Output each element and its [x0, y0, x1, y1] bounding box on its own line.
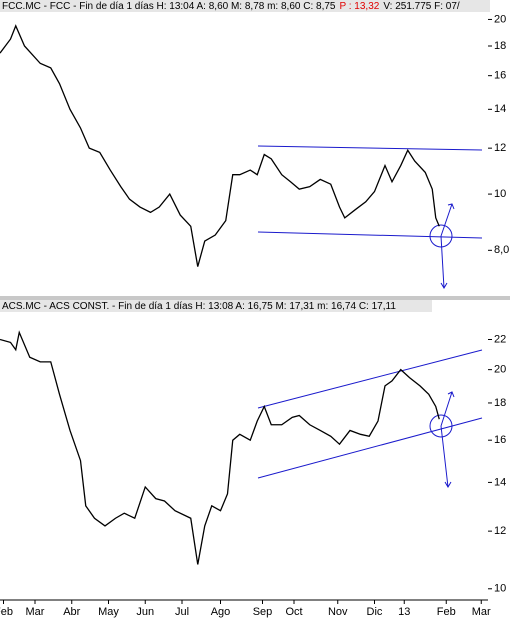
highlight-circle [429, 224, 453, 248]
y-tick-label: 14 [494, 103, 506, 115]
y-tick-label: 8,0 [494, 244, 509, 256]
y-tick-label: 22 [494, 333, 506, 345]
panel-header: ACS.MC - ACS CONST. - Fin de día 1 días … [2, 301, 396, 312]
x-tick-label: Abr [63, 606, 80, 618]
x-tick-label: Oct [285, 606, 302, 618]
x-tick-label: Jun [136, 606, 154, 618]
trend-line [257, 349, 483, 409]
y-tick-label: 20 [494, 13, 506, 25]
header-text: P : 13,32 [339, 1, 379, 12]
price-line [0, 330, 440, 565]
y-tick-label: 16 [494, 70, 506, 82]
panel-header: FCC.MC - FCC - Fin de día 1 días H: 13:0… [2, 1, 460, 12]
y-tick-label: 18 [494, 40, 506, 52]
x-tick-label: Ago [211, 606, 231, 618]
y-tick-label: 18 [494, 397, 506, 409]
x-tick-label: Mar [26, 606, 45, 618]
header-bar [0, 300, 432, 312]
y-tick-label: 20 [494, 364, 506, 376]
arrow-down [440, 425, 452, 488]
header-bar [0, 0, 490, 12]
x-tick-label: Jul [175, 606, 189, 618]
price-line [0, 24, 440, 267]
y-tick-label: 14 [494, 476, 506, 488]
arrow-down [440, 235, 448, 289]
highlight-circle [429, 414, 453, 438]
annotations [257, 145, 483, 488]
y-tick-label: 12 [494, 142, 506, 154]
x-tick-label: Nov [328, 606, 348, 618]
x-tick-label: Sep [253, 606, 273, 618]
x-tick-label: Mar [472, 606, 491, 618]
header-text: V: 251.775 F: 07/ [383, 1, 460, 12]
header-text: FCC.MC - FCC - Fin de día 1 días H: 13:0… [2, 1, 336, 12]
y-tick-label: 10 [494, 188, 506, 200]
header-text: ACS.MC - ACS CONST. - Fin de día 1 días … [2, 301, 396, 312]
trend-line [257, 417, 483, 479]
y-tick-label: 12 [494, 525, 506, 537]
x-tick-label: Feb [437, 606, 456, 618]
panel-separator [0, 296, 510, 300]
x-tick-label: May [98, 606, 119, 618]
y-tick-label: 10 [494, 583, 506, 595]
arrow-up [440, 391, 455, 427]
trend-line [257, 145, 483, 151]
x-tick-label: Dic [367, 606, 383, 618]
x-tick-label: Feb [0, 606, 13, 618]
y-tick-label: 16 [494, 434, 506, 446]
arrow-up [440, 203, 455, 237]
x-tick-label: 13 [398, 606, 410, 618]
trend-line [257, 231, 483, 239]
